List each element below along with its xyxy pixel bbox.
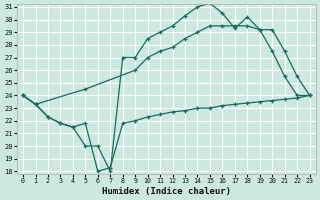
X-axis label: Humidex (Indice chaleur): Humidex (Indice chaleur) (102, 187, 231, 196)
